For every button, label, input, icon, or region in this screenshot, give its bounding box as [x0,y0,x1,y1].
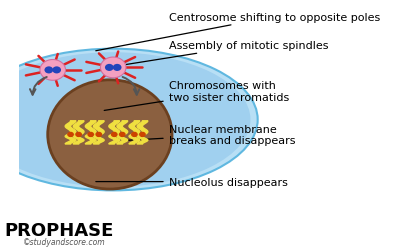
Ellipse shape [113,64,121,72]
Ellipse shape [100,58,126,78]
Polygon shape [85,121,96,135]
Ellipse shape [40,60,66,81]
Text: Nuclear membrane
breaks and disappears: Nuclear membrane breaks and disappears [124,124,295,146]
Polygon shape [137,121,148,135]
Circle shape [132,133,137,137]
Ellipse shape [105,64,114,72]
Text: Assembly of mitotic spindles: Assembly of mitotic spindles [126,41,328,65]
Circle shape [68,133,73,137]
Polygon shape [73,135,84,144]
Polygon shape [93,121,104,135]
Circle shape [112,133,117,137]
Circle shape [96,133,102,137]
Polygon shape [65,135,76,144]
Polygon shape [85,135,96,144]
Text: Centrosome shifting to opposite poles: Centrosome shifting to opposite poles [96,12,380,51]
Polygon shape [73,121,84,135]
Polygon shape [117,121,128,135]
Polygon shape [109,121,119,135]
Polygon shape [129,121,140,135]
Ellipse shape [48,80,172,189]
Polygon shape [129,135,140,144]
Text: ©studyandscore.com: ©studyandscore.com [23,237,105,246]
Circle shape [119,133,125,137]
Ellipse shape [52,67,61,74]
Ellipse shape [0,50,258,191]
Polygon shape [93,135,104,144]
Circle shape [140,133,145,137]
Polygon shape [117,135,128,144]
Circle shape [76,133,81,137]
Ellipse shape [0,53,251,187]
Polygon shape [137,135,148,144]
Polygon shape [65,121,76,135]
Circle shape [88,133,93,137]
Ellipse shape [44,67,53,74]
Text: PROPHASE: PROPHASE [5,221,114,239]
Text: Chromosomes with
two sister chromatids: Chromosomes with two sister chromatids [104,81,289,111]
Text: Nucleolus disappears: Nucleolus disappears [96,177,287,187]
Polygon shape [109,135,119,144]
